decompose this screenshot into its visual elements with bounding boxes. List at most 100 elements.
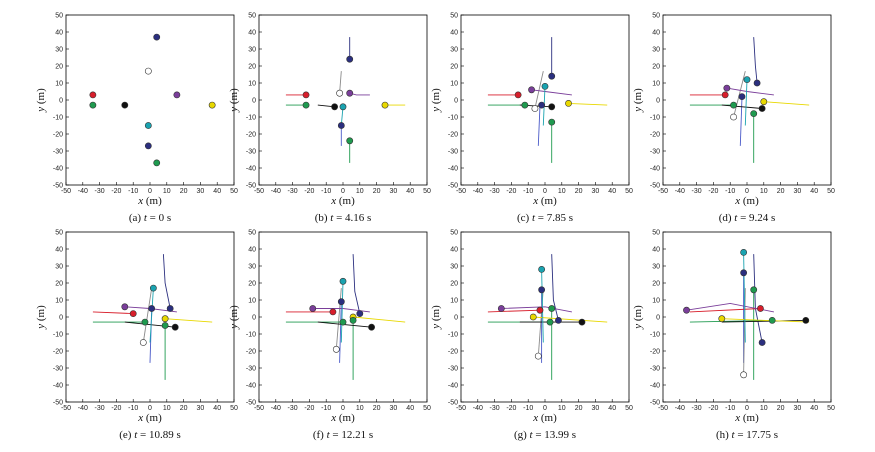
subplot-caption: (b) t = 4.16 s <box>315 212 372 224</box>
vehicle-marker <box>161 322 169 329</box>
trajectory-line <box>541 269 544 343</box>
vehicle-marker <box>548 103 556 111</box>
x-tick-label: 10 <box>163 405 171 412</box>
vehicle-marker <box>529 313 537 321</box>
x-axis-var: x <box>137 195 143 207</box>
caption-prefix: (c) <box>517 212 532 224</box>
y-tick-label: 40 <box>450 30 458 37</box>
x-tick-label: -20 <box>708 405 718 412</box>
y-axis-unit: (m) <box>228 88 240 107</box>
x-tick-label: -10 <box>128 188 138 195</box>
vehicle-marker <box>538 286 546 294</box>
trajectory-line <box>335 288 342 350</box>
subplot-5: -50 -40 -30 -20 -10 0 10 20 30 40 50 -50 -40 -30 -20 -1… <box>228 230 431 442</box>
x-tick-label: -10 <box>128 405 138 412</box>
vehicle-marker <box>346 55 354 63</box>
x-tick-label: 0 <box>543 405 547 412</box>
x-tick-label: 30 <box>794 405 802 412</box>
y-axis-var: y <box>228 324 240 330</box>
vehicle-marker <box>208 101 216 109</box>
caption-prefix: (h) <box>716 429 732 441</box>
x-tick-label: -30 <box>692 188 702 195</box>
y-tick-label: 10 <box>55 81 63 88</box>
x-tick-label: -40 <box>78 405 88 412</box>
y-tick-label: 50 <box>450 230 458 237</box>
caption-prefix: (f) <box>313 429 327 441</box>
caption-t: t <box>532 212 536 224</box>
vehicle-marker <box>302 101 310 109</box>
x-tick-label: -40 <box>473 188 483 195</box>
y-tick-label: -10 <box>448 332 458 339</box>
y-tick-label: 30 <box>450 264 458 271</box>
x-tick-label: 40 <box>213 188 221 195</box>
trajectory-line <box>353 316 406 323</box>
vehicle-marker <box>121 303 129 311</box>
vehicle-marker <box>346 137 354 145</box>
trajectory-line <box>743 288 746 375</box>
x-axis-var: x <box>137 412 143 424</box>
trajectory-line <box>165 318 213 323</box>
plot-frame <box>258 14 428 186</box>
x-axis-var: x <box>532 195 538 207</box>
x-axis-label: x (m) <box>137 195 162 207</box>
x-axis-unit: (m) <box>336 412 355 424</box>
x-tick-label: 0 <box>543 188 547 195</box>
y-tick-label: -10 <box>650 332 660 339</box>
y-tick-label: -50 <box>53 183 63 190</box>
trajectory-line <box>689 319 773 323</box>
x-tick-label: 10 <box>558 188 566 195</box>
y-axis-unit: (m) <box>35 88 47 107</box>
y-tick-label: 40 <box>248 30 256 37</box>
vehicle-marker <box>718 315 726 323</box>
vehicle-marker <box>565 100 572 107</box>
y-tick-label: -40 <box>650 166 660 173</box>
x-axis-var: x <box>330 412 336 424</box>
vehicle-marker <box>528 86 535 94</box>
y-tick-label: -30 <box>650 149 660 156</box>
x-axis-var: x <box>532 412 538 424</box>
x-tick-label: 50 <box>625 405 633 412</box>
plot-frame <box>460 14 630 186</box>
y-tick-label: 10 <box>248 81 256 88</box>
x-tick-label: -20 <box>506 405 516 412</box>
subplot-caption: (f) t = 12.21 s <box>313 429 373 441</box>
trajectory-line <box>551 254 559 321</box>
y-axis-var: y <box>430 107 442 113</box>
caption-t: t <box>134 429 138 441</box>
vehicle-marker <box>760 98 768 106</box>
y-tick-label: -40 <box>448 166 458 173</box>
y-axis-label: y (m) <box>228 88 240 113</box>
caption-time: = 12.21 s <box>330 429 373 441</box>
trajectory-line <box>487 309 541 313</box>
vehicle-marker <box>721 91 729 99</box>
x-tick-label: -50 <box>456 405 466 412</box>
y-tick-label: 30 <box>652 264 660 271</box>
x-tick-label: 40 <box>213 405 221 412</box>
y-tick-label: 40 <box>248 247 256 254</box>
y-axis-label: y (m) <box>228 305 240 330</box>
vehicle-marker <box>331 103 338 111</box>
trajectory-line <box>531 89 572 96</box>
vehicle-marker <box>723 84 731 92</box>
x-tick-label: 0 <box>148 188 152 195</box>
x-tick-label: 30 <box>197 188 205 195</box>
y-tick-label: -30 <box>448 366 458 373</box>
y-tick-label: 40 <box>652 247 660 254</box>
y-tick-label: 50 <box>248 13 256 20</box>
x-axis-unit: (m) <box>143 195 162 207</box>
x-tick-label: 40 <box>810 405 818 412</box>
y-tick-label: 0 <box>252 315 256 322</box>
x-tick-label: -20 <box>111 188 121 195</box>
caption-prefix: (d) <box>719 212 735 224</box>
caption-t: t <box>327 429 331 441</box>
x-tick-label: 0 <box>745 188 749 195</box>
y-tick-label: 30 <box>450 47 458 54</box>
vehicle-marker <box>538 101 546 109</box>
y-tick-label: -20 <box>650 132 660 139</box>
y-tick-label: -20 <box>246 349 256 356</box>
vehicle-marker <box>339 277 347 285</box>
subplot-caption: (h) t = 17.75 s <box>716 429 778 441</box>
vehicle-marker <box>173 91 181 99</box>
vehicle-marker <box>302 91 310 99</box>
